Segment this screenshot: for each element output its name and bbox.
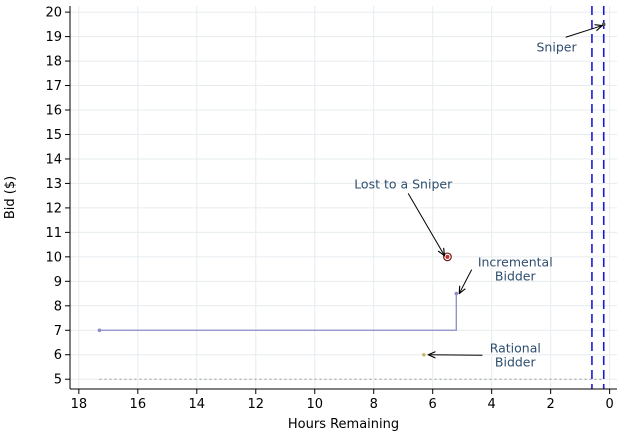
y-tick-label: 6 (54, 348, 62, 363)
y-tick-label: 5 (54, 373, 62, 388)
y-tick-label: 20 (45, 6, 62, 21)
y-tick-label: 19 (45, 30, 62, 45)
y-tick-label: 9 (54, 275, 62, 290)
y-tick-label: 17 (45, 79, 62, 94)
x-tick-label: 2 (547, 397, 555, 412)
annotation-line: Rational (490, 340, 541, 355)
y-tick-label: 18 (45, 55, 62, 70)
x-tick-label: 8 (370, 397, 378, 412)
step-series-line (99, 293, 457, 331)
data-point (445, 254, 450, 259)
data-point (422, 352, 426, 357)
annotation-arrow (459, 269, 473, 294)
x-tick-label: 4 (488, 397, 496, 412)
y-tick-label: 8 (54, 299, 62, 314)
x-tick-label: 10 (306, 397, 323, 412)
y-tick-label: 11 (45, 226, 62, 241)
data-point (454, 291, 459, 296)
x-tick-label: 0 (605, 397, 613, 412)
plot-background (70, 6, 617, 389)
annotation-label: Sniper (536, 39, 577, 54)
annotation-label: Incremental Bidder (478, 255, 553, 284)
y-tick-label: 16 (45, 104, 62, 119)
data-point (601, 22, 606, 27)
annotation-line: Sniper (536, 39, 577, 54)
x-tick-label: 14 (189, 397, 206, 412)
x-tick-label: 16 (130, 397, 147, 412)
y-tick-label: 13 (45, 177, 62, 192)
x-tick-label: 18 (71, 397, 88, 412)
y-tick-label: 12 (45, 201, 62, 216)
y-tick-label: 15 (45, 128, 62, 143)
x-tick-label: 12 (248, 397, 265, 412)
annotation-label: Rational Bidder (490, 340, 541, 369)
annotation-line: Lost to a Sniper (354, 176, 453, 191)
x-tick-label: 6 (429, 397, 437, 412)
annotation-arrow (407, 193, 444, 255)
data-point (97, 328, 102, 333)
annotation-line: Bidder (495, 269, 537, 284)
y-tick-label: 14 (45, 152, 62, 167)
annotation-line: Incremental (478, 255, 553, 270)
annotation-arrow (565, 26, 603, 38)
y-tick-label: 7 (54, 324, 62, 339)
x-axis-title: Hours Remaining (288, 417, 399, 432)
annotation-label: Lost to a Sniper (354, 176, 453, 191)
y-tick-label: 10 (45, 250, 62, 265)
annotation-arrow (428, 355, 483, 356)
annotation-line: Bidder (495, 354, 537, 369)
y-axis-title: Bid ($) (3, 176, 18, 219)
